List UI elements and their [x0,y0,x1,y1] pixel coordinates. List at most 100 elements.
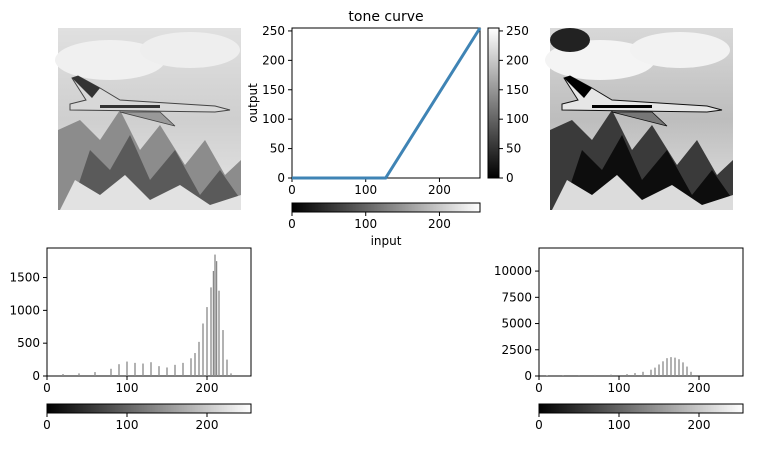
hist_output-bar [670,357,672,376]
output-histogram-frame [538,247,744,377]
hist_output-bar [626,374,628,376]
hist_input-bar [182,362,184,376]
colorbar-bottom-tick-label: 100 [354,217,377,231]
hist_input-bar [194,353,196,376]
colorbar-bottom-tick-label: 0 [288,217,296,231]
hist_input-bar [158,366,160,376]
hist_input-bar [166,367,168,376]
jet-icon [69,75,231,127]
input-histogram-frame [46,247,252,377]
hist_output-ytick-label: 0 [524,369,532,383]
input-image [55,28,241,210]
hist_input-colorbar-tick-label: 0 [43,418,51,432]
hist_input-bar [212,270,215,376]
hist_input-bar [206,307,208,376]
input-histogram-y-ticks: 0 500 1000 1500 [9,271,47,383]
tone-curve-x-ticks: 0 100 200 [288,178,451,197]
tone-curve-panel: tone curve 0 50 100 150 200 250 0 100 200 outpu… [246,9,529,248]
hist_output-ytick-label: 2500 [501,343,532,357]
tone-curve-ytick-label: 50 [270,142,285,156]
hist_output-xtick-label: 0 [535,381,543,395]
tone-curve-xlabel: input [371,234,402,248]
hist_input-ytick-label: 0 [32,369,40,383]
hist_input-bar [142,363,144,376]
hist_input-bar [94,372,96,376]
hist_output-bar [594,374,596,376]
hist_output-ytick-label: 5000 [501,317,532,331]
tone-curve-frame [291,27,481,179]
tone-curve-ytick-label: 250 [262,24,285,38]
tone-curve-ytick-label: 150 [262,83,285,97]
tone-curve-y-ticks: 0 50 100 150 200 250 [262,24,292,185]
output-image [545,28,733,210]
colorbar-right-tick-label: 250 [506,24,529,38]
tone-curve-ytick-label: 100 [262,112,285,126]
hist_input-colorbar-tick-label: 100 [116,418,139,432]
hist_output-ytick-label: 7500 [501,290,532,304]
hist_input-bar [110,368,112,376]
hist_input-xtick-label: 100 [116,381,139,395]
hist_input-ytick-label: 500 [17,336,40,350]
tone-curve-xtick-label: 200 [428,183,451,197]
hist_output-xtick-label: 100 [608,381,631,395]
hist_input-bar [78,373,80,376]
hist_input-ytick-label: 1000 [9,303,40,317]
hist_input-bar [126,361,128,376]
colorbar-bottom-ticks: 0 100 200 [288,212,451,231]
colorbar-right-tick-label: 150 [506,83,529,97]
hist_output-colorbar-tick-label: 0 [535,418,543,432]
hist_output-bar [678,359,680,376]
hist_input-bar [210,287,212,376]
output-histogram-x-ticks: 0 100 200 [535,376,710,395]
output-histogram-y-ticks: 0 2500 5000 7500 10000 [494,264,539,383]
tone-curve-xtick-label: 100 [354,183,377,197]
hist_input-bar [150,362,152,376]
tone-curve-ytick-label: 200 [262,53,285,67]
colorbar-right-ticks: 0 50 100 150 200 250 [499,24,529,185]
hist_output-bar [658,364,660,376]
hist_input-bar [218,290,220,376]
hist_output-colorbar-tick-label: 200 [688,418,711,432]
output-histogram-colorbar-ticks: 0 100 200 [535,413,710,432]
tone-curve-xtick-label: 0 [288,183,296,197]
colorbar-right-tick-label: 0 [506,171,514,185]
hist_output-bar [686,366,688,376]
hist_input-bar [118,364,120,376]
hist_output-bar [562,375,564,376]
hist_output-colorbar-tick-label: 100 [608,418,631,432]
hist_input-bar [62,374,64,376]
hist_input-bar [174,364,176,376]
hist_output-bar [674,357,676,376]
hist_output-bar [610,374,612,376]
input-histogram-bars [62,254,232,376]
hist_input-bar [226,359,228,376]
hist_input-bar [202,323,204,376]
hist_input-bar [134,362,136,376]
hist_output-bar [654,367,656,376]
tone-curve-ylabel: output [246,83,260,123]
hist_output-bar [662,361,664,376]
output-histogram-colorbar [538,403,744,414]
hist_input-ytick-label: 1500 [9,271,40,285]
colorbar-bottom-tick-label: 200 [428,217,451,231]
tone-curve-colorbar-bottom [291,202,481,213]
hist_input-bar [198,341,200,376]
hist_input-colorbar-tick-label: 200 [196,418,219,432]
hist_output-bar [666,358,668,376]
colorbar-right-tick-label: 200 [506,53,529,67]
tone-curve-title: tone curve [348,9,423,25]
hist_output-bar [650,369,652,376]
hist_output-bar [690,371,692,376]
hist_input-bar [222,330,224,376]
tone-curve-line [292,27,482,180]
hist_output-bar [634,373,636,376]
tone-curve-colorbar-right [487,27,500,179]
hist_input-xtick-label: 0 [43,381,51,395]
colorbar-right-tick-label: 100 [506,112,529,126]
input-histogram-colorbar [46,403,252,414]
hist_output-bar [578,375,580,376]
input-histogram-colorbar-ticks: 0 100 200 [43,413,218,432]
hist_output-bar [682,362,684,376]
hist_output-ytick-label: 10000 [494,264,532,278]
